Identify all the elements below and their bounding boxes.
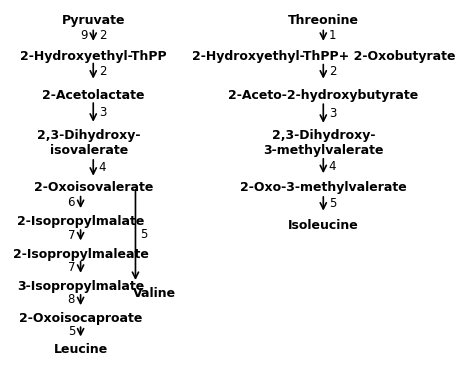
Text: 5: 5	[140, 228, 148, 241]
Text: 1: 1	[329, 29, 336, 42]
Text: 7: 7	[68, 261, 75, 274]
Text: 2-Hydroxyethyl-ThPP: 2-Hydroxyethyl-ThPP	[20, 50, 166, 63]
Text: Isoleucine: Isoleucine	[288, 219, 359, 232]
Text: 2-Isopropylmaleate: 2-Isopropylmaleate	[13, 248, 148, 261]
Text: 5: 5	[329, 197, 336, 210]
Text: 6: 6	[68, 196, 75, 209]
Text: 3: 3	[329, 107, 336, 120]
Text: 4: 4	[329, 159, 336, 173]
Text: Valine: Valine	[133, 287, 176, 300]
Text: 8: 8	[68, 294, 75, 307]
Text: 2: 2	[329, 65, 336, 78]
Text: Leucine: Leucine	[54, 343, 108, 356]
Text: 2-Oxoisovalerate: 2-Oxoisovalerate	[34, 181, 153, 194]
Text: 7: 7	[68, 229, 75, 242]
Text: 5: 5	[68, 325, 75, 338]
Text: Pyruvate: Pyruvate	[62, 14, 125, 27]
Text: Threonine: Threonine	[288, 14, 359, 27]
Text: 2: 2	[99, 29, 106, 42]
Text: 3-Isopropylmalate: 3-Isopropylmalate	[17, 280, 144, 293]
Text: 2-Hydroxyethyl-ThPP+ 2-Oxobutyrate: 2-Hydroxyethyl-ThPP+ 2-Oxobutyrate	[191, 50, 455, 63]
Text: 2-Aceto-2-hydroxybutyrate: 2-Aceto-2-hydroxybutyrate	[228, 89, 419, 102]
Text: 2: 2	[99, 64, 106, 78]
Text: 2-Oxo-3-methylvalerate: 2-Oxo-3-methylvalerate	[240, 181, 407, 194]
Text: 4: 4	[99, 161, 106, 174]
Text: 2-Isopropylmalate: 2-Isopropylmalate	[17, 215, 144, 228]
Text: 3: 3	[99, 106, 106, 119]
Text: 2-Oxoisocaproate: 2-Oxoisocaproate	[19, 312, 142, 325]
Text: 2,3-Dihydroxy-
3-methylvalerate: 2,3-Dihydroxy- 3-methylvalerate	[263, 129, 383, 157]
Text: 9: 9	[80, 29, 88, 42]
Text: 2,3-Dihydroxy-
isovalerate: 2,3-Dihydroxy- isovalerate	[37, 129, 141, 157]
Text: 2-Acetolactate: 2-Acetolactate	[42, 89, 145, 102]
